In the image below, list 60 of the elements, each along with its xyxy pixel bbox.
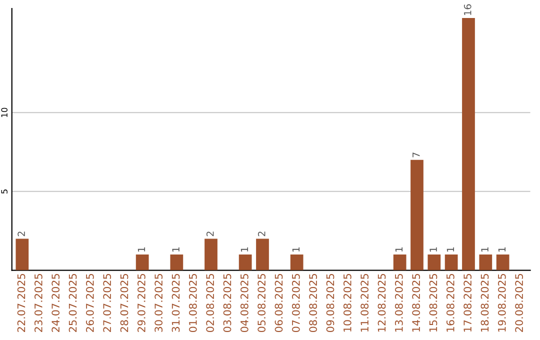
- data-label: 1: [446, 247, 454, 252]
- x-tick-label: 30.07.2025: [154, 274, 163, 332]
- x-tick-label: 16.08.2025: [446, 274, 454, 332]
- bar: [238, 254, 252, 270]
- data-label: 7: [412, 152, 420, 158]
- x-tick-label: 27.07.2025: [103, 274, 112, 332]
- data-label: 1: [498, 247, 506, 252]
- x-tick-label: 28.07.2025: [120, 274, 128, 332]
- x-tick-label: 20.08.2025: [515, 274, 524, 332]
- bar: [410, 160, 424, 270]
- x-tick-label: 14.08.2025: [412, 274, 420, 332]
- bar: [393, 254, 406, 270]
- x-tick-label: 23.07.2025: [34, 274, 42, 332]
- data-label: 2: [206, 232, 214, 236]
- x-tick-label: 10.08.2025: [343, 274, 352, 332]
- x-tick-label: 03.08.2025: [223, 274, 232, 332]
- x-tick-label: 25.07.2025: [68, 274, 77, 332]
- bar: [290, 254, 304, 270]
- bar: [444, 254, 458, 270]
- data-label: 2: [18, 232, 25, 236]
- x-tick-label: 13.08.2025: [394, 274, 403, 332]
- x-tick-label: 19.08.2025: [498, 274, 506, 332]
- data-label: 1: [292, 247, 300, 252]
- data-label: 1: [172, 247, 180, 252]
- x-tick-label: 02.08.2025: [206, 274, 214, 332]
- x-tick-label: 17.08.2025: [464, 274, 472, 332]
- x-tick-label: 11.08.2025: [360, 274, 369, 332]
- x-tick-label: 18.08.2025: [480, 274, 489, 332]
- x-tick-label: 01.08.2025: [188, 274, 197, 332]
- bar: [136, 254, 149, 270]
- bar: [256, 238, 269, 270]
- x-tick-label: 04.08.2025: [240, 274, 248, 332]
- bar: [479, 254, 492, 270]
- bar: [462, 18, 475, 270]
- bar: [16, 238, 29, 270]
- data-label: 16: [464, 4, 472, 15]
- x-tick-label: 29.07.2025: [137, 274, 146, 332]
- x-tick-label: 15.08.2025: [429, 274, 438, 332]
- x-tick-label: 05.08.2025: [258, 274, 266, 332]
- data-label: 1: [138, 247, 146, 252]
- data-label: 1: [430, 247, 437, 252]
- bar: [170, 254, 184, 270]
- data-label: 1: [240, 247, 248, 252]
- x-tick-label: 12.08.2025: [378, 274, 386, 332]
- bar: [204, 238, 218, 270]
- y-tick-label: 5: [1, 190, 8, 194]
- x-tick-label: 07.08.2025: [292, 274, 300, 332]
- data-label: 1: [395, 247, 403, 252]
- data-label: 1: [481, 247, 488, 252]
- x-tick-label: 06.08.2025: [274, 274, 283, 332]
- x-tick-label: 08.08.2025: [309, 274, 318, 332]
- x-tick-label: 09.08.2025: [326, 274, 334, 332]
- bar: [496, 254, 510, 270]
- x-tick-label: 31.07.2025: [172, 274, 180, 332]
- x-tick-label: 26.07.2025: [86, 274, 94, 332]
- y-tick-label: 10: [1, 108, 8, 117]
- data-label: 2: [258, 232, 266, 236]
- bar: [428, 254, 441, 270]
- x-tick-label: 24.07.2025: [52, 274, 60, 332]
- x-tick-label: 22.07.2025: [17, 274, 26, 332]
